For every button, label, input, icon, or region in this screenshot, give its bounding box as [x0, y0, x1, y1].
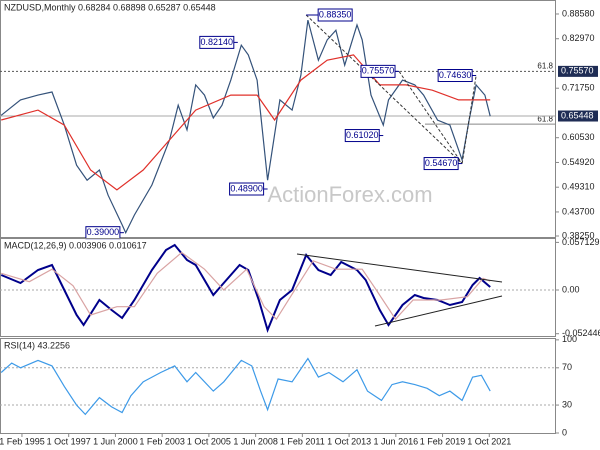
x-tick-label: 1 Oct 2005 — [187, 436, 231, 446]
x-tick-label: 1 Jun 2016 — [374, 436, 419, 446]
y-tick-label: 30 — [562, 399, 572, 409]
x-tick-label: 1 Oct 1997 — [47, 436, 91, 446]
x-tick-label: 1 Jun 2000 — [93, 436, 138, 446]
series-line — [0, 357, 491, 416]
x-tick-label: 1 Jun 2008 — [233, 436, 278, 446]
trend-line — [374, 295, 503, 327]
annotation-box — [437, 69, 473, 83]
y-tick-label: 0.54920 — [562, 157, 595, 167]
annotation-box — [344, 129, 380, 143]
x-tick-label: 1 Oct 2013 — [327, 436, 371, 446]
y-tick-label: 0.60530 — [562, 132, 595, 142]
y-tick-label: 0.88580 — [562, 8, 595, 18]
y-tick-label: 0.38250 — [562, 230, 595, 240]
annotation-label: 0.39000 — [87, 227, 120, 237]
panel-title: NZDUSD,Monthly 0.68284 0.68898 0.65287 0… — [4, 2, 216, 12]
panel-title: RSI(14) 43.2256 — [4, 340, 70, 350]
panel-frame — [0, 338, 556, 434]
y-tick-label: 0.43700 — [562, 206, 595, 216]
annotation-box — [199, 35, 235, 49]
series-line — [0, 243, 491, 334]
annotation-label: 0.61020 — [346, 130, 379, 140]
y-tick-label: -0.052446 — [562, 328, 600, 338]
fib-label: 61.8 — [537, 114, 553, 123]
x-tick-label: 1 Feb 2019 — [420, 436, 466, 446]
price-marker-box — [558, 110, 598, 122]
trend-line — [305, 14, 463, 164]
y-tick-label: 0.00 — [562, 284, 580, 294]
annotation-box — [360, 64, 396, 78]
annotation-box — [229, 182, 265, 196]
annotation-label: 0.88350 — [319, 9, 352, 19]
trend-line — [398, 71, 463, 164]
y-tick-label: 70 — [562, 362, 572, 372]
annotation-box — [423, 157, 459, 171]
y-tick-label: 0.82970 — [562, 33, 595, 43]
x-tick-label: 1 Feb 1995 — [0, 436, 45, 446]
y-tick-label: 0.057129 — [562, 237, 600, 247]
annotation-label: 0.82140 — [201, 37, 234, 47]
annotation-label: 0.54670 — [425, 158, 458, 168]
price-marker-label: 0.65448 — [561, 110, 594, 120]
y-tick-label: 0 — [562, 427, 567, 437]
y-tick-label: 0.71750 — [562, 83, 595, 93]
panel-frame — [0, 238, 556, 337]
x-tick-label: 1 Feb 2011 — [280, 436, 325, 446]
y-tick-label: 100 — [562, 334, 577, 344]
x-tick-label: 1 Oct 2021 — [467, 436, 511, 446]
panel-frame — [0, 0, 556, 238]
price-marker-box — [558, 65, 598, 77]
y-tick-label: 0.49310 — [562, 182, 595, 192]
panel-title: MACD(12,26,9) 0.003906 0.010617 — [4, 240, 147, 250]
series-line — [1, 54, 491, 191]
watermark: ActionForex.com — [267, 182, 432, 207]
x-tick-label: 1 Feb 2003 — [139, 436, 185, 446]
trend-line — [296, 253, 503, 283]
fib-label: 61.8 — [537, 61, 553, 70]
annotation-box — [317, 8, 353, 22]
series-line — [1, 251, 491, 321]
annotation-label: 0.48900 — [230, 183, 263, 193]
price-marker-label: 0.75570 — [561, 66, 594, 76]
annotation-label: 0.74630 — [439, 70, 472, 80]
annotation-label: 0.75570 — [362, 66, 395, 76]
